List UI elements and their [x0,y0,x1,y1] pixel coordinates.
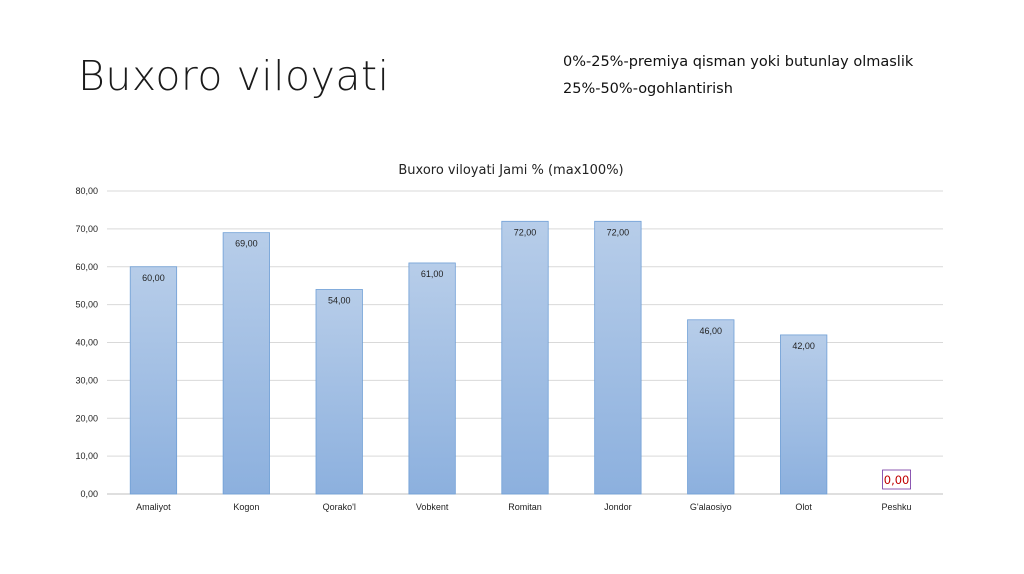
data-label: 54,00 [328,295,351,305]
category-label: Peshku [882,502,912,512]
y-axis-ticks: 0,00 10,00 20,00 30,00 40,00 50,00 60,00 70,00 8… [75,186,98,499]
data-labels: 60,00 69,00 54,00 61,00 72,00 72,00 46,00 42,00… [142,227,911,490]
bar [687,319,735,495]
data-label: 61,00 [421,269,444,279]
data-label: 69,00 [235,239,258,249]
bar [315,289,363,495]
y-tick-label: 80,00 [75,186,98,196]
bar [408,262,456,495]
y-tick-label: 0,00 [80,489,98,499]
data-label: 60,00 [142,273,165,283]
data-label: 46,00 [700,326,723,336]
y-tick-label: 60,00 [75,262,98,272]
note-premium-range: 0%-25%-premiya qisman yoki butunlay olma… [563,54,914,70]
category-label: Vobkent [416,502,449,512]
category-label: Amaliyot [136,502,171,512]
category-label: Qorako'l [323,502,356,512]
data-label: 72,00 [514,227,537,237]
data-label: 0,00 [884,473,910,487]
category-label: Kogon [233,502,259,512]
chart-title: Buxoro viloyati Jami % (max100%) [398,163,623,178]
data-label: 72,00 [607,227,630,237]
category-label: Jondor [604,502,632,512]
bar [501,220,549,495]
legend-notes: 0%-25%-premiya qisman yoki butunlay olma… [563,54,913,108]
y-tick-label: 40,00 [75,338,98,348]
y-tick-label: 20,00 [75,413,98,423]
zero-value-box [882,469,911,490]
y-tick-label: 70,00 [75,224,98,234]
bar [594,220,642,495]
bar [222,232,270,495]
category-label: Olot [795,502,812,512]
y-tick-label: 50,00 [75,300,98,310]
bars [129,220,828,495]
x-axis-categories: Amaliyot Kogon Qorako'l Vobkent Romitan Jondo… [136,502,911,512]
category-label: G'alaosiyo [690,502,732,512]
category-label: Romitan [508,502,542,512]
data-label: 42,00 [792,341,815,351]
bar [780,334,828,495]
slide-title: Buxoro viloyati [78,52,390,100]
bar [129,266,178,495]
note-warning-range: 25%-50%-ogohlantirish [563,81,733,97]
y-tick-label: 30,00 [75,375,98,385]
y-tick-label: 10,00 [75,451,98,461]
